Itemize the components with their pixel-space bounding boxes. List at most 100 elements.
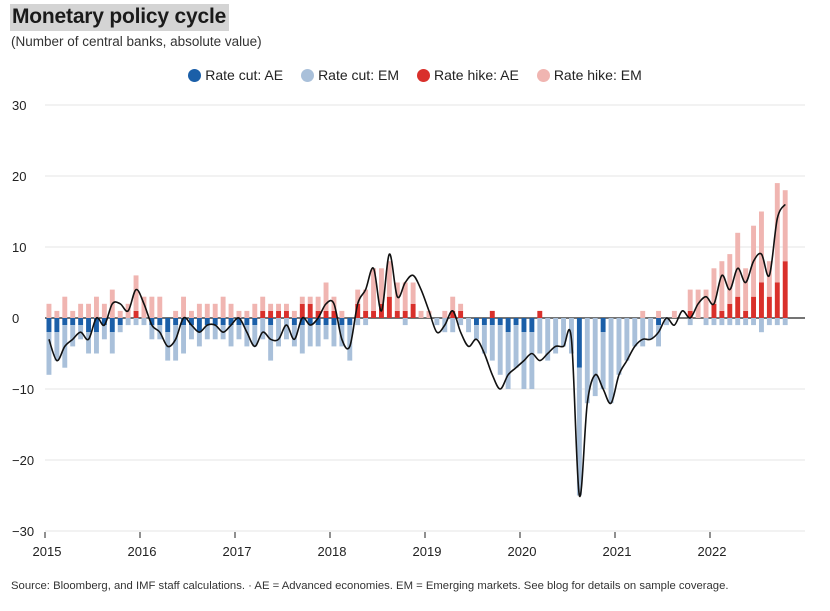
bar-cut-em [608, 318, 614, 404]
bar-cut-ae [204, 318, 210, 326]
bar-hike-em [157, 296, 163, 318]
bar-cut-ae [529, 318, 535, 333]
legend-swatch-hike-em [536, 68, 550, 82]
bar-hike-ae [331, 310, 337, 318]
legend-item-cut-em: Rate cut: EM [301, 67, 399, 83]
bar-cut-em [141, 318, 147, 326]
bar-cut-ae [189, 318, 194, 326]
bar-hike-ae [719, 310, 725, 318]
x-tick-label: 2015 [33, 544, 62, 559]
bar-hike-ae [268, 310, 274, 318]
bar-hike-em [149, 296, 155, 318]
bar-hike-ae [402, 310, 408, 318]
bar-cut-ae [181, 318, 186, 326]
bar-cut-ae [78, 318, 84, 326]
bar-hike-ae [687, 310, 693, 318]
bar-cut-ae [323, 318, 329, 326]
bar-hike-em [743, 268, 749, 311]
bar-cut-em [268, 325, 274, 361]
bar-hike-em [355, 289, 361, 304]
bar-hike-em [703, 289, 709, 318]
bar-cut-em [735, 318, 741, 326]
bar-cut-ae [149, 318, 155, 326]
bar-cut-ae [165, 318, 171, 333]
bar-hike-em [410, 282, 416, 304]
bar-cut-ae [109, 318, 115, 333]
bar-cut-em [687, 318, 693, 326]
bar-hike-em [212, 303, 218, 318]
bar-hike-em [656, 310, 661, 318]
bar-hike-ae [766, 296, 772, 318]
bar-hike-em [204, 303, 210, 318]
bar-hike-em [244, 310, 250, 318]
bar-hike-em [458, 303, 464, 311]
bar-cut-em [355, 318, 361, 326]
bar-hike-em [735, 232, 741, 297]
bar-hike-em [54, 310, 60, 318]
y-tick-label: −10 [12, 382, 34, 397]
bar-hike-em [133, 275, 139, 311]
bar-hike-em [284, 303, 289, 311]
bar-hike-em [117, 310, 123, 318]
bar-hike-ae [735, 296, 741, 318]
bar-cut-ae [62, 318, 68, 326]
bar-hike-em [363, 289, 369, 311]
bar-cut-em [54, 332, 60, 361]
bar-hike-em [315, 296, 321, 311]
bar-cut-em [125, 318, 131, 326]
bar-cut-em [117, 325, 123, 333]
bar-cut-ae [236, 318, 242, 326]
bar-hike-ae [355, 303, 361, 318]
bar-cut-em [743, 318, 749, 326]
bar-hike-em [70, 310, 76, 318]
bar-hike-em [426, 310, 432, 318]
bar-hike-em [141, 296, 147, 318]
bar-cut-ae [513, 318, 519, 326]
bar-hike-ae [489, 310, 495, 318]
bar-hike-ae [276, 310, 281, 318]
bar-hike-em [276, 303, 281, 311]
bar-hike-em [687, 289, 693, 311]
bar-cut-em [70, 325, 76, 347]
bar-cut-em [648, 318, 654, 340]
bar-hike-em [46, 303, 52, 318]
bar-cut-em [196, 332, 202, 347]
bar-hike-ae [363, 310, 369, 318]
bar-cut-ae [307, 318, 313, 326]
bar-cut-em [505, 332, 511, 389]
x-tick-label: 2017 [223, 544, 252, 559]
bar-cut-ae [173, 318, 179, 326]
bar-cut-em [727, 318, 733, 326]
bar-hike-em [371, 268, 376, 311]
bar-cut-ae [299, 318, 305, 326]
bar-cut-ae [212, 318, 218, 326]
bar-hike-em [252, 303, 258, 318]
bar-cut-em [774, 318, 780, 326]
x-tick-label: 2021 [603, 544, 632, 559]
bar-cut-ae [54, 318, 60, 333]
bar-cut-ae [117, 318, 123, 326]
bar-cut-em [474, 325, 479, 340]
bar-cut-em [189, 325, 194, 340]
y-tick-label: −30 [12, 524, 34, 539]
bar-cut-em [632, 318, 638, 347]
bar-hike-em [782, 190, 788, 262]
bar-cut-em [212, 325, 218, 340]
bar-hike-ae [458, 310, 464, 318]
bar-cut-em [576, 367, 582, 496]
x-tick-label: 2018 [318, 544, 347, 559]
legend-swatch-cut-em [301, 68, 315, 82]
legend: Rate cut: AE Rate cut: EM Rate hike: AE … [0, 67, 830, 83]
bar-hike-em [173, 310, 179, 318]
bar-hike-em [260, 296, 266, 311]
bar-cut-em [719, 318, 725, 326]
bar-hike-em [299, 296, 305, 304]
legend-label-hike-em: Rate hike: EM [553, 67, 642, 83]
bar-cut-ae [576, 318, 582, 368]
y-tick-label: 20 [12, 169, 26, 184]
bar-cut-ae [157, 318, 163, 326]
bar-cut-ae [656, 318, 661, 326]
bar-hike-ae [394, 310, 400, 318]
bar-cut-em [402, 318, 408, 326]
bar-hike-em [78, 303, 84, 318]
